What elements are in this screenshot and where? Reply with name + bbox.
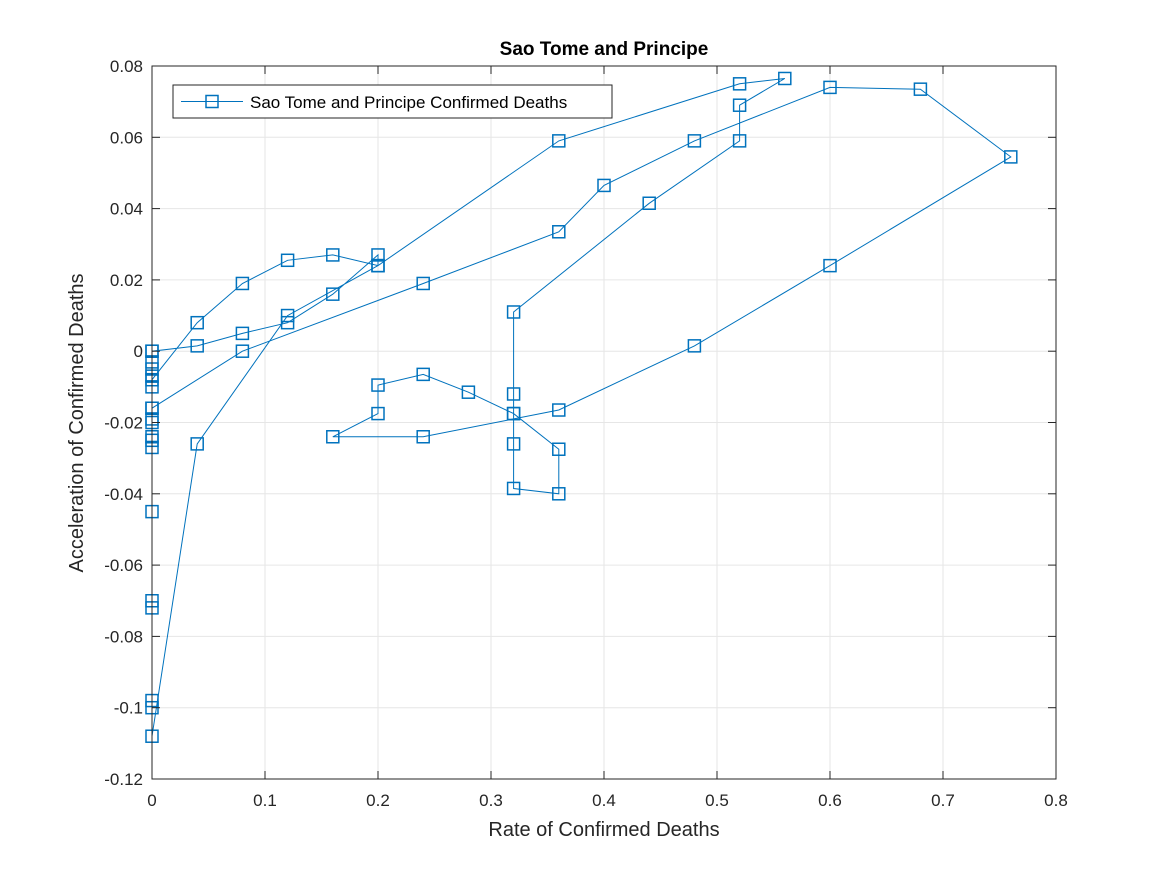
data-point-marker [416, 430, 430, 444]
data-point-marker [280, 308, 295, 323]
x-tick-label: 0.7 [931, 791, 955, 810]
y-tick-label: -0.02 [104, 414, 143, 433]
x-tick-label: 0.8 [1044, 791, 1068, 810]
data-point-marker [552, 225, 566, 239]
data-point-marker [506, 481, 521, 496]
data-point-marker [326, 287, 340, 301]
x-tick-label: 0.5 [705, 791, 729, 810]
data-point-marker [642, 196, 656, 211]
y-tick-label: 0.08 [110, 57, 143, 76]
data-point-marker [732, 77, 747, 91]
y-tick-label: -0.1 [114, 699, 143, 718]
chart-title: Sao Tome and Principe [500, 39, 709, 60]
data-point-marker [823, 258, 837, 273]
data-point-marker [597, 178, 611, 193]
data-point-marker [190, 339, 204, 353]
data-point-marker [280, 253, 295, 268]
data-point-marker [1004, 150, 1018, 164]
data-point-marker [416, 276, 430, 291]
data-point-marker [552, 487, 566, 501]
data-point-marker [235, 344, 250, 358]
x-tick-label: 0.6 [818, 791, 842, 810]
y-tick-label: -0.06 [104, 556, 143, 575]
data-point-marker [913, 82, 928, 96]
y-tick-label: 0.04 [110, 200, 143, 219]
legend: Sao Tome and Principe Confirmed Deaths [172, 84, 613, 119]
data-point-marker [371, 248, 385, 262]
data-point-marker [461, 385, 476, 399]
data-point-marker [235, 276, 250, 291]
data-point-marker [506, 387, 521, 401]
data-point-marker [326, 248, 340, 262]
data-point-marker [687, 134, 702, 148]
data-point-marker [552, 134, 566, 148]
y-tick-label: -0.04 [104, 485, 143, 504]
data-point-marker [823, 80, 837, 95]
data-point-marker [371, 258, 385, 273]
data-point-marker [552, 442, 566, 456]
legend-marker [205, 94, 219, 109]
data-point-marker [506, 406, 521, 421]
data-point-marker [552, 403, 566, 417]
data-point-marker [416, 367, 430, 382]
grid [151, 65, 1057, 780]
data-point-marker [778, 71, 792, 86]
x-tick-label: 0.2 [366, 791, 390, 810]
data-point-marker [326, 430, 340, 444]
y-tick-label: 0.02 [110, 271, 143, 290]
data-point-marker [371, 378, 385, 392]
data-point-marker [235, 326, 250, 341]
x-tick-label: 0.4 [592, 791, 616, 810]
x-tick-label: 0.1 [253, 791, 277, 810]
data-point-marker [506, 305, 521, 319]
y-tick-label: 0.06 [110, 128, 143, 147]
y-tick-label: 0 [134, 342, 143, 361]
x-axis-label: Rate of Confirmed Deaths [488, 819, 719, 841]
x-tick-label: 0.3 [479, 791, 503, 810]
data-point-marker [732, 98, 747, 112]
data-point-marker [506, 437, 521, 451]
legend-entry-label: Sao Tome and Principe Confirmed Deaths [250, 93, 567, 112]
data-point-marker [280, 315, 295, 330]
data-point-marker [687, 339, 702, 353]
data-point-marker [190, 315, 204, 330]
y-tick-label: -0.08 [104, 627, 143, 646]
data-point-marker [732, 134, 747, 148]
legend-box [172, 84, 613, 119]
y-tick-label: -0.12 [104, 770, 143, 789]
data-point-marker [190, 437, 204, 451]
ticks: 0 0.1 0.2 0.3 0.4 0.5 0.6 0.7 0.8 -0.12 -0.1 -0.08 -… [104, 57, 1068, 810]
data-point-marker [371, 406, 385, 421]
x-tick-label: 0 [147, 791, 156, 810]
y-axis-label: Acceleration of Confirmed Deaths [66, 273, 88, 572]
